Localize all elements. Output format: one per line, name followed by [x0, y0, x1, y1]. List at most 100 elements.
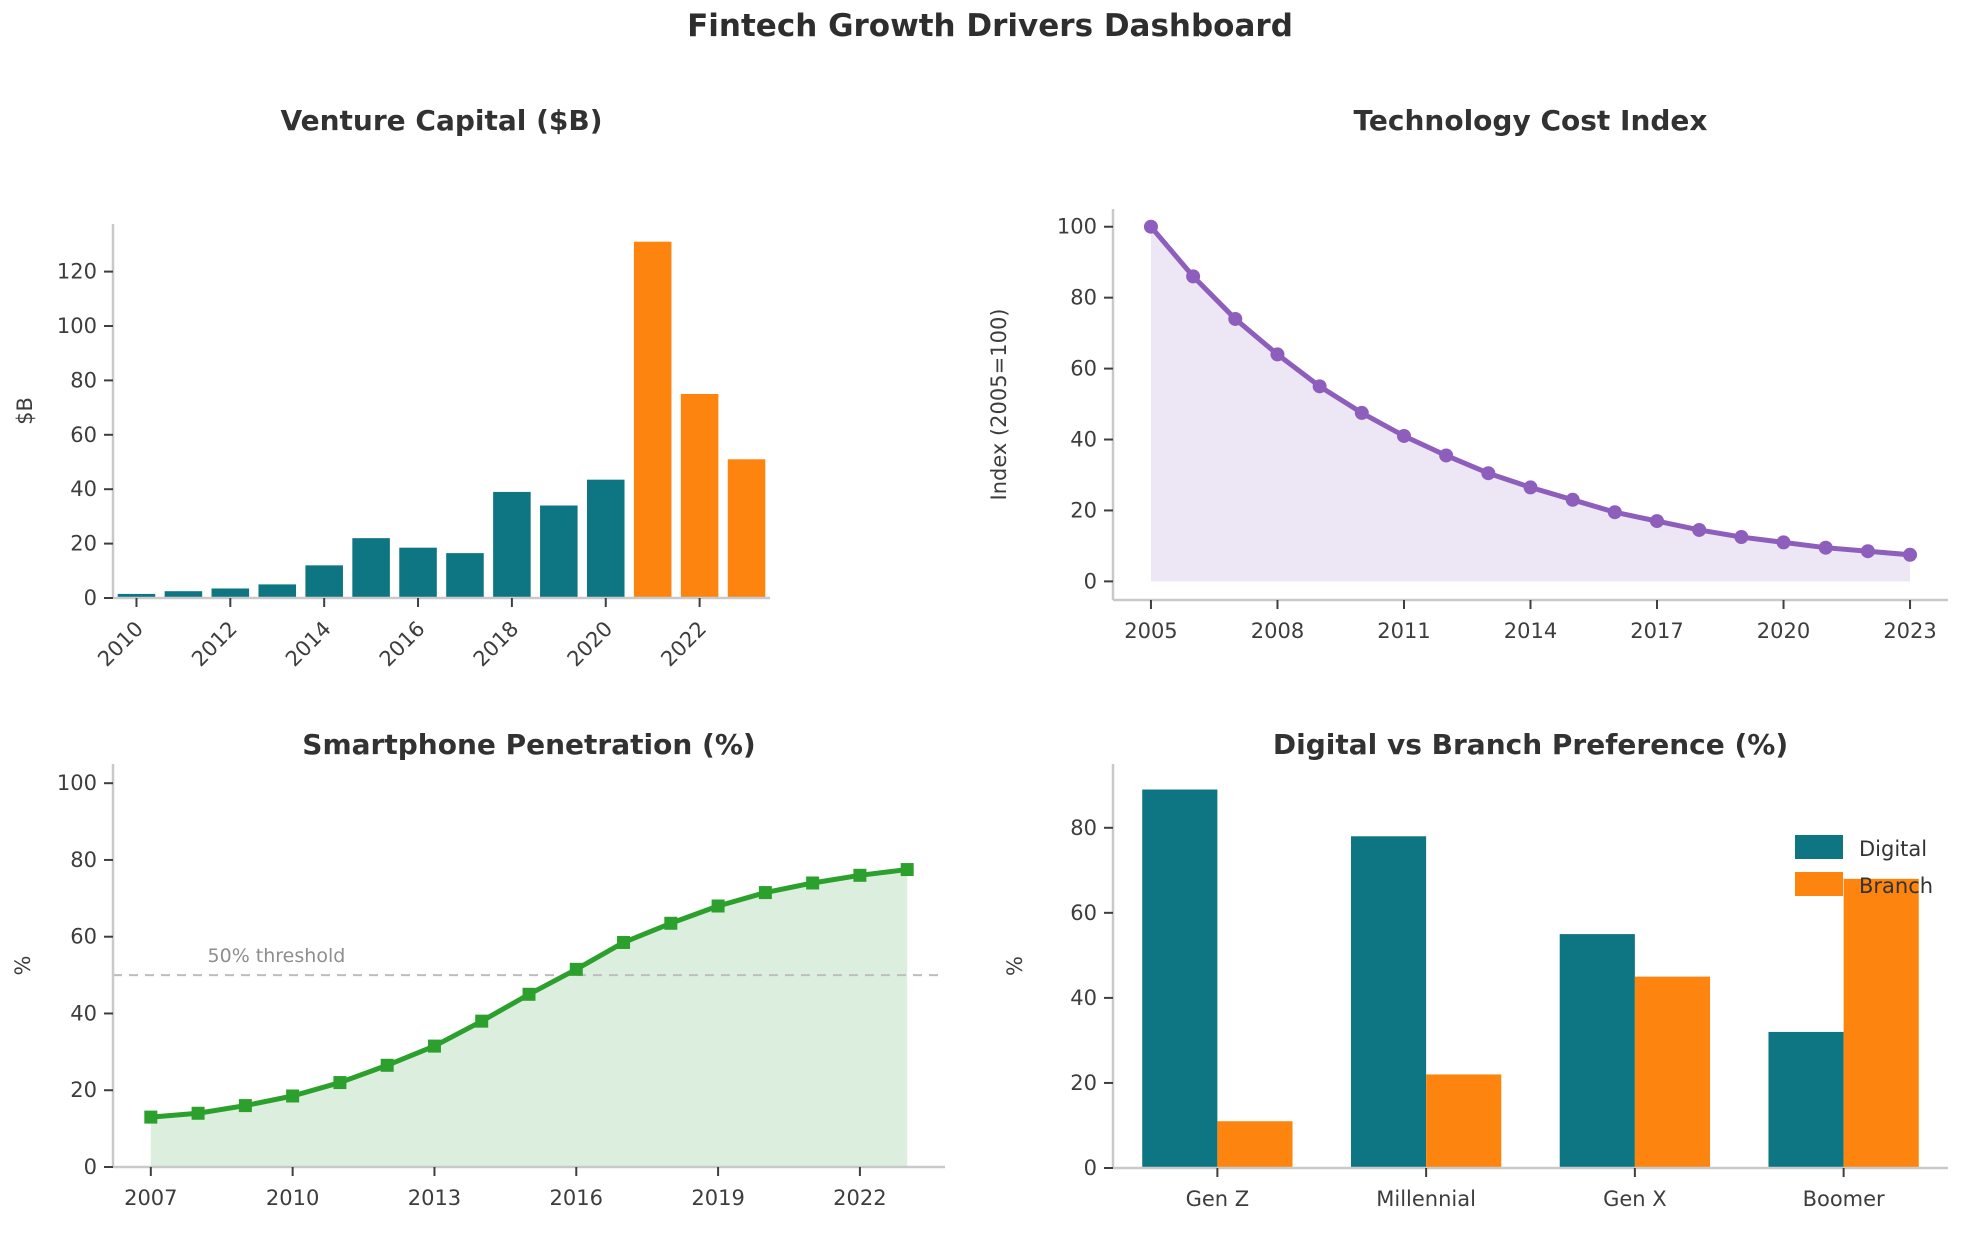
area-fill — [1150, 226, 1911, 582]
panel-tech-cost-index: Technology Cost Index 0 20 40 60 80 100 Index … — [990, 60, 1980, 710]
svg-text:2022: 2022 — [656, 617, 711, 672]
bar-2019 — [540, 505, 578, 598]
svg-text:Index (2005=100): Index (2005=100) — [990, 309, 1011, 501]
svg-text:40: 40 — [1070, 428, 1097, 452]
bar-2013 — [258, 584, 297, 598]
svg-text:2020: 2020 — [563, 617, 618, 672]
svg-text:80: 80 — [1070, 286, 1097, 310]
svg-text:40: 40 — [1070, 986, 1097, 1010]
svg-text:2019: 2019 — [691, 1186, 744, 1210]
bar-2021 — [633, 241, 672, 598]
bar-2022 — [680, 394, 719, 598]
svg-text:2008: 2008 — [1251, 619, 1304, 643]
legend-swatch-branch — [1795, 872, 1843, 896]
svg-text:2005: 2005 — [1124, 619, 1177, 643]
svg-text:2012: 2012 — [187, 617, 242, 672]
svg-text:2011: 2011 — [1377, 619, 1430, 643]
svg-text:2010: 2010 — [93, 617, 148, 672]
svg-text:80: 80 — [70, 368, 97, 392]
bar-2016 — [399, 547, 437, 598]
tech-cost-index-chart: 0 20 40 60 80 100 Index (2005=100) 2005 2008 2011… — [990, 209, 1948, 643]
bar-digital-1 — [1350, 836, 1427, 1168]
svg-text:120: 120 — [57, 260, 97, 284]
axes: 0 20 40 60 80 100 Index (2005=100) 2005 2008 2011… — [990, 209, 1948, 643]
svg-text:60: 60 — [70, 925, 97, 949]
svg-text:20: 20 — [70, 532, 97, 556]
markers-group — [1143, 219, 1918, 562]
svg-text:Gen X: Gen X — [1603, 1187, 1667, 1211]
svg-text:2016: 2016 — [550, 1186, 603, 1210]
bar-2011 — [164, 591, 203, 598]
svg-text:0: 0 — [84, 586, 97, 610]
legend-swatch-digital — [1795, 835, 1843, 859]
area-fill — [150, 869, 908, 1167]
bar-branch-3 — [1843, 878, 1919, 1168]
chart-title-smartphone-penetration: Smartphone Penetration (%) — [302, 728, 756, 761]
svg-text:2023: 2023 — [1883, 619, 1936, 643]
digital-vs-branch-chart: 0 20 40 60 80% Gen Z Millennial Gen X Boomer Digi… — [1003, 764, 1948, 1211]
svg-text:Gen Z: Gen Z — [1186, 1187, 1250, 1211]
svg-text:2018: 2018 — [469, 617, 524, 672]
svg-text:20: 20 — [70, 1078, 97, 1102]
threshold-label: 50% threshold — [208, 945, 346, 967]
svg-text:80: 80 — [1070, 816, 1097, 840]
svg-text:0: 0 — [1084, 569, 1097, 593]
markers-group — [144, 863, 914, 1124]
bar-2012 — [211, 588, 250, 598]
panel-digital-vs-branch: Digital vs Branch Preference (%) 0 20 40 60… — [990, 710, 1980, 1233]
panel-smartphone-penetration: Smartphone Penetration (%) 50% threshold… — [0, 710, 990, 1233]
svg-text:100: 100 — [57, 314, 97, 338]
svg-text:60: 60 — [1070, 357, 1097, 381]
svg-text:80: 80 — [70, 848, 97, 872]
bar-branch-1 — [1426, 1074, 1502, 1168]
axes: 0 20 40 60 80% Gen Z Millennial Gen X Boomer — [1003, 764, 1948, 1211]
svg-text:100: 100 — [1057, 215, 1097, 239]
legend-label-branch: Branch — [1859, 874, 1933, 898]
svg-text:2022: 2022 — [833, 1186, 886, 1210]
bar-2018 — [493, 491, 531, 598]
bars-group — [117, 241, 766, 598]
svg-text:2016: 2016 — [375, 617, 430, 672]
bar-2023 — [727, 459, 766, 598]
dashboard-title: Fintech Growth Drivers Dashboard — [687, 8, 1293, 44]
venture-capital-chart: 0 20 40 60 80 100 120 $B 2010 2012 2014 2016 2018 202… — [13, 224, 770, 672]
bar-branch-2 — [1634, 976, 1711, 1168]
smartphone-penetration-chart: 50% threshold 0 20 40 60 80 100% 2007 2010 2013 20… — [11, 764, 945, 1210]
svg-text:60: 60 — [70, 423, 97, 447]
panel-venture-capital: Venture Capital ($B) 0 20 40 60 80 100 120 $B 20… — [0, 60, 990, 710]
grouped-bars — [1142, 789, 1919, 1168]
svg-text:20: 20 — [1070, 1071, 1097, 1095]
svg-text:2014: 2014 — [1504, 619, 1557, 643]
svg-text:%: % — [1003, 956, 1027, 976]
bar-2017 — [446, 553, 484, 598]
chart-title-digital-vs-branch: Digital vs Branch Preference (%) — [1272, 728, 1789, 761]
svg-text:100: 100 — [57, 771, 97, 795]
bar-digital-3 — [1768, 1031, 1844, 1168]
bar-branch-0 — [1217, 1121, 1293, 1168]
chart-title-tech-cost-index: Technology Cost Index — [1353, 104, 1708, 137]
svg-text:2014: 2014 — [281, 617, 336, 672]
svg-text:60: 60 — [1070, 901, 1097, 925]
legend-label-digital: Digital — [1859, 837, 1927, 861]
svg-text:2013: 2013 — [408, 1186, 461, 1210]
bar-2020 — [586, 479, 625, 598]
svg-text:2007: 2007 — [124, 1186, 177, 1210]
svg-text:40: 40 — [70, 477, 97, 501]
legend: Digital Branch — [1795, 835, 1933, 898]
svg-text:20: 20 — [1070, 498, 1097, 522]
svg-text:%: % — [11, 956, 35, 976]
svg-text:2020: 2020 — [1757, 619, 1810, 643]
bar-2015 — [352, 538, 390, 598]
bar-2014 — [305, 565, 343, 598]
svg-text:$B: $B — [13, 397, 37, 425]
chart-title-venture-capital: Venture Capital ($B) — [280, 104, 603, 137]
svg-text:0: 0 — [1084, 1156, 1097, 1180]
svg-text:0: 0 — [84, 1155, 97, 1179]
bar-digital-0 — [1142, 789, 1218, 1168]
svg-text:2017: 2017 — [1630, 619, 1683, 643]
svg-text:Boomer: Boomer — [1803, 1187, 1885, 1211]
bar-2010 — [117, 593, 156, 598]
axes: 0 20 40 60 80 100% 2007 2010 2013 2016 2019 2022 — [11, 764, 945, 1210]
svg-text:Millennial: Millennial — [1376, 1187, 1476, 1211]
